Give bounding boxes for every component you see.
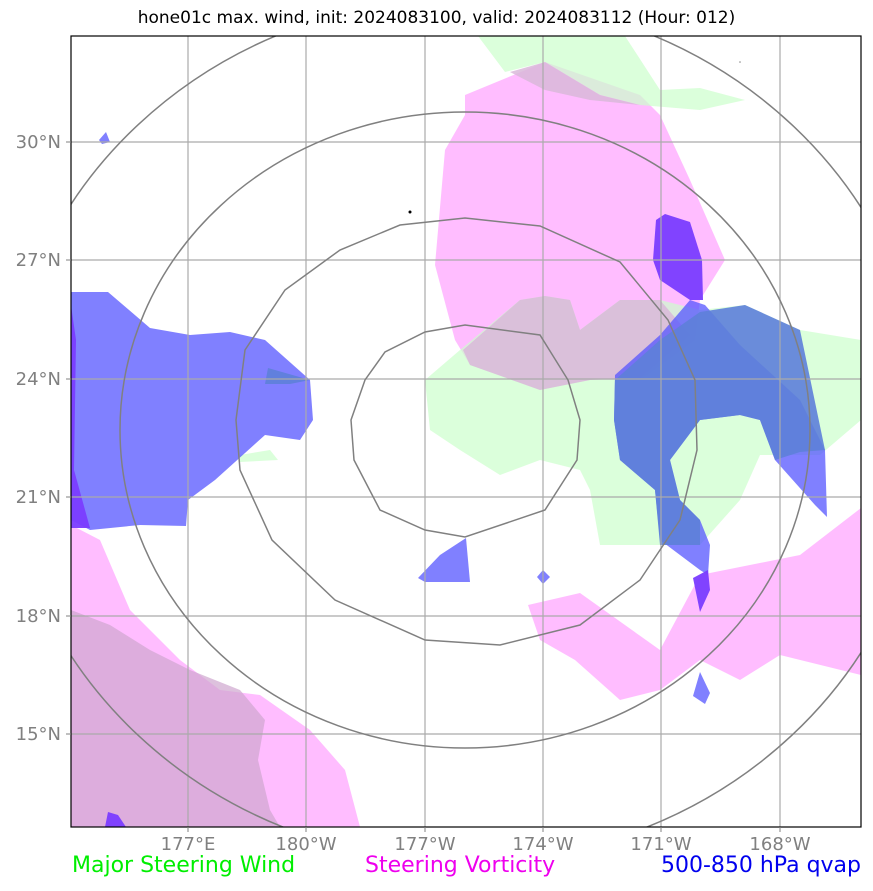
storm-center-marker (408, 210, 412, 214)
qvap-core-west-edge (71, 305, 90, 528)
lat-label-21: 21°N (16, 487, 61, 508)
lon-label-177w: 177°W (394, 834, 455, 855)
lat-label-27: 27°N (16, 250, 61, 271)
qvap-cores (71, 214, 710, 827)
ring-2 (235, 217, 698, 646)
lon-label-171w: 171°W (630, 834, 691, 855)
vorticity-overlap-southwest (71, 610, 280, 827)
lon-label-177e: 177°E (161, 834, 216, 855)
qvap-core-south (693, 570, 710, 612)
qvap-region-south-small (418, 538, 470, 582)
qvap-region-tiny-nw (99, 132, 110, 144)
ring-3 (119, 111, 811, 749)
lat-label-18: 18°N (16, 606, 61, 627)
longitude-labels: 177°E 180°W 177°W 174°W 171°W 168°W (161, 834, 811, 855)
lon-label-180w: 180°W (275, 834, 336, 855)
wind-region-north (478, 36, 745, 110)
legend-steering-vorticity: Steering Vorticity (365, 853, 556, 878)
map-layers (71, 36, 861, 827)
distance-rings (71, 36, 861, 827)
wind-region-small (240, 450, 278, 462)
tiny-speck (739, 61, 741, 63)
legend-steering-wind: Major Steering Wind (72, 853, 296, 878)
plot-frame (70, 35, 862, 828)
tick-marks (66, 141, 781, 832)
map-title: hone01c max. wind, init: 2024083100, val… (137, 8, 736, 28)
grid-lines (71, 36, 861, 827)
qvap-wind-overlap-small (265, 368, 310, 384)
ring-1 (350, 324, 581, 538)
lat-label-24: 24°N (16, 369, 61, 390)
lat-label-30: 30°N (16, 132, 61, 153)
qvap-core-north (653, 214, 703, 300)
qvap-wind-overlap (614, 305, 825, 545)
qvap-core-sw-corner (105, 812, 126, 827)
latitude-labels: 30°N 27°N 24°N 21°N 18°N 15°N (16, 132, 61, 745)
legend-qvap: 500-850 hPa qvap (660, 853, 861, 878)
lon-label-174w: 174°W (512, 834, 573, 855)
qvap-region-west (71, 292, 313, 530)
vorticity-region-southeast (528, 508, 861, 700)
lat-label-15: 15°N (16, 724, 61, 745)
qvap-region-dot-b (693, 672, 710, 704)
lon-label-168w: 168°W (749, 834, 810, 855)
